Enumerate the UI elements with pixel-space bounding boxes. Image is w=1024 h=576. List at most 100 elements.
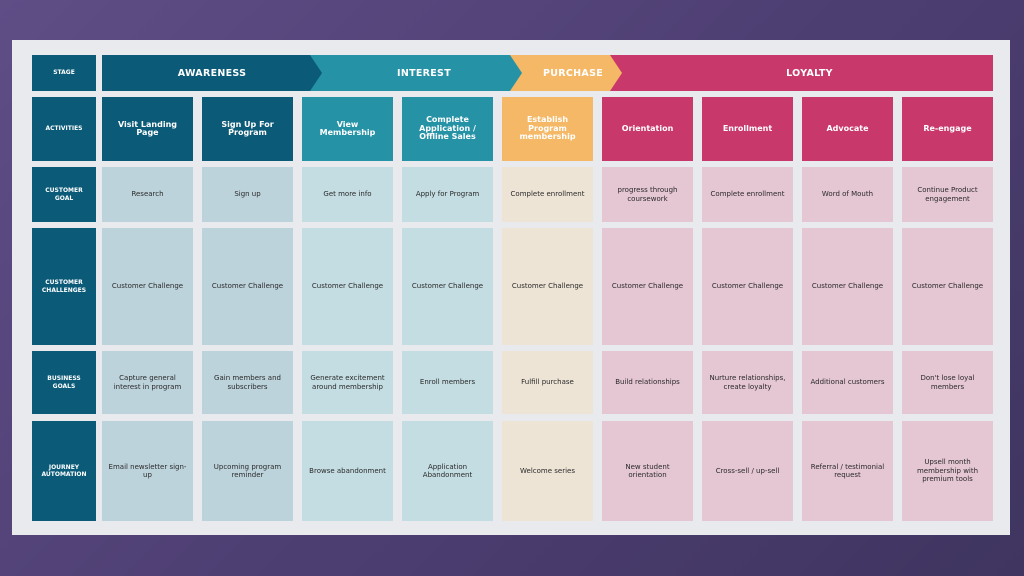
stage-awareness: AWARENESS: [102, 55, 322, 91]
row-label-stage: STAGE: [32, 55, 96, 91]
automation-cell-text: New student orientation: [625, 462, 670, 479]
activity-cell-text: Visit Landing Page: [118, 119, 177, 137]
challenge-cell-text: Customer Challenge: [311, 282, 384, 291]
business-cell-text: Nurture relationships, create loyalty: [709, 374, 786, 391]
journey-map-board: STAGE ACTIVITIES CUSTOMER GOAL CUSTOMER CHA…: [12, 40, 1010, 535]
automation-cell: Welcome series: [502, 421, 593, 521]
activity-cell-text: View Membership: [319, 119, 376, 137]
challenge-cell-text: Customer Challenge: [411, 282, 484, 291]
challenge-cell: Customer Challenge: [202, 228, 293, 345]
business-cell: Enroll members: [402, 351, 493, 414]
row-label-stage-text: STAGE: [53, 69, 75, 77]
activity-cell-text: Re-engage: [923, 123, 972, 133]
activity-cell: Complete Application / Offline Sales: [402, 97, 493, 161]
goal-cell-text: Continue Product engagement: [917, 186, 978, 203]
row-label-business-goals: BUSINESS GOALS: [32, 351, 96, 414]
challenge-cell-text: Customer Challenge: [511, 282, 584, 291]
business-cell: Gain members and subscribers: [202, 351, 293, 414]
row-label-activities-text: ACTIVITIES: [45, 125, 83, 133]
activity-cell-text: Orientation: [621, 123, 674, 133]
goal-cell-text: Sign up: [234, 190, 261, 199]
automation-cell-text: Upsell month membership with premium too…: [916, 458, 979, 484]
row-label-customer-challenges-text: CUSTOMER CHALLENGES: [41, 279, 87, 294]
activity-cell: Orientation: [602, 97, 693, 161]
activity-cell: Visit Landing Page: [102, 97, 193, 161]
goal-cell-text: Apply for Program: [415, 190, 480, 199]
goal-cell: Apply for Program: [402, 167, 493, 222]
automation-cell: Referral / testimonial request: [802, 421, 893, 521]
row-label-customer-goal-text: CUSTOMER GOAL: [45, 187, 83, 202]
challenge-cell-text: Customer Challenge: [911, 282, 984, 291]
automation-cell-text: Browse abandonment: [309, 466, 386, 475]
challenge-cell: Customer Challenge: [602, 228, 693, 345]
automation-cell-text: Application Abandonment: [422, 462, 473, 479]
business-cell: Generate excitement around membership: [302, 351, 393, 414]
automation-cell: Cross-sell / up-sell: [702, 421, 793, 521]
business-cell-text: Additional customers: [810, 378, 885, 387]
challenge-cell: Customer Challenge: [102, 228, 193, 345]
automation-cell-text: Email newsletter sign-up: [108, 462, 187, 479]
goal-cell: Continue Product engagement: [902, 167, 993, 222]
goal-cell: Research: [102, 167, 193, 222]
business-cell-text: Capture general interest in program: [113, 374, 182, 391]
goal-cell: Complete enrollment: [502, 167, 593, 222]
goal-cell-text: progress through coursework: [617, 186, 678, 203]
business-cell-text: Gain members and subscribers: [214, 374, 281, 391]
challenge-cell: Customer Challenge: [502, 228, 593, 345]
goal-cell: Complete enrollment: [702, 167, 793, 222]
stage-purchase-text: PURCHASE: [543, 67, 603, 79]
automation-cell: Upsell month membership with premium too…: [902, 421, 993, 521]
automation-cell: Upcoming program reminder: [202, 421, 293, 521]
activity-cell: Sign Up For Program: [202, 97, 293, 161]
goal-cell-text: Complete enrollment: [710, 190, 785, 199]
business-cell-text: Don't lose loyal members: [920, 374, 975, 391]
row-label-activities: ACTIVITIES: [32, 97, 96, 161]
row-label-customer-goal: CUSTOMER GOAL: [32, 167, 96, 222]
stage-awareness-text: AWARENESS: [177, 67, 247, 79]
activity-cell-text: Enrollment: [722, 123, 773, 133]
business-cell: Nurture relationships, create loyalty: [702, 351, 793, 414]
stage-interest-text: INTEREST: [397, 67, 451, 79]
automation-cell-text: Welcome series: [520, 466, 575, 475]
automation-cell-text: Upcoming program reminder: [213, 462, 282, 479]
challenge-cell-text: Customer Challenge: [211, 282, 284, 291]
row-label-customer-challenges: CUSTOMER CHALLENGES: [32, 228, 96, 345]
activity-cell: Re-engage: [902, 97, 993, 161]
challenge-cell-text: Customer Challenge: [711, 282, 784, 291]
challenge-cell-text: Customer Challenge: [811, 282, 884, 291]
business-cell-text: Enroll members: [419, 378, 476, 387]
activity-cell-text: Advocate: [826, 123, 869, 133]
stage-loyalty-text: LOYALTY: [786, 67, 833, 79]
goal-cell: Sign up: [202, 167, 293, 222]
activity-cell-text: Complete Application / Offline Sales: [419, 115, 476, 142]
automation-cell: Email newsletter sign-up: [102, 421, 193, 521]
activity-cell: Enrollment: [702, 97, 793, 161]
challenge-cell: Customer Challenge: [302, 228, 393, 345]
goal-cell-text: Word of Mouth: [821, 190, 874, 199]
activity-cell-text: Sign Up For Program: [221, 119, 274, 137]
challenge-cell-text: Customer Challenge: [611, 282, 684, 291]
goal-cell-text: Complete enrollment: [510, 190, 585, 199]
business-cell: Build relationships: [602, 351, 693, 414]
goal-cell: Word of Mouth: [802, 167, 893, 222]
activity-cell: View Membership: [302, 97, 393, 161]
goal-cell: Get more info: [302, 167, 393, 222]
activity-cell-text: Establish Program membership: [519, 115, 576, 142]
goal-cell-text: Research: [131, 190, 164, 199]
activity-cell: Establish Program membership: [502, 97, 593, 161]
goal-cell: progress through coursework: [602, 167, 693, 222]
automation-cell-text: Cross-sell / up-sell: [715, 466, 780, 475]
business-cell: Fulfill purchase: [502, 351, 593, 414]
business-cell-text: Fulfill purchase: [521, 378, 574, 387]
row-label-journey-automation-text: JOURNEY AUTOMATION: [41, 463, 87, 478]
business-cell: Don't lose loyal members: [902, 351, 993, 414]
challenge-cell: Customer Challenge: [402, 228, 493, 345]
automation-cell: Browse abandonment: [302, 421, 393, 521]
row-label-business-goals-text: BUSINESS GOALS: [47, 375, 81, 390]
stage-interest: INTEREST: [302, 55, 522, 91]
challenge-cell-text: Customer Challenge: [111, 282, 184, 291]
challenge-cell: Customer Challenge: [902, 228, 993, 345]
challenge-cell: Customer Challenge: [802, 228, 893, 345]
business-cell: Capture general interest in program: [102, 351, 193, 414]
challenge-cell: Customer Challenge: [702, 228, 793, 345]
